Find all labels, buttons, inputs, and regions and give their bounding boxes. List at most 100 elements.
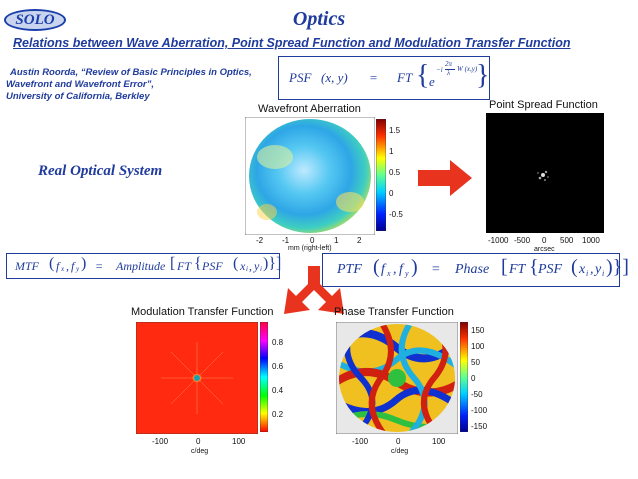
mtf-eq-brace-left: { [194,255,202,272]
psf-eq-base: e [429,74,435,89]
mtf-eq-fy-sub: y [76,265,80,273]
psf-eq-brace-left: { [416,60,430,91]
wavefront-x-label: mm (right-left) [288,245,332,252]
mtf-cbar-tick: 0.2 [272,410,284,419]
reference-line-2: Wavefront and Wavefront Error”, [6,79,154,90]
mtf-cbar-tick: 0.8 [272,338,284,347]
psf-eq-exp-sign: −i [436,66,443,74]
psf-x-tick: 1000 [582,236,600,245]
reference-line-3: University of California, Berkley [6,91,150,102]
mtf-eq-equals: = [95,259,104,273]
mtf-eq-fy: f [71,259,75,273]
ptf-eq-fx: f [381,262,385,277]
ptf-eq-yi: y [595,262,602,277]
ptf-eq-fy-sub: y [405,269,409,278]
wavefront-x-tick: -1 [282,236,290,245]
mtf-eq-yi: y [254,259,260,273]
mtf-eq-xi-sub: i [246,265,248,273]
mtf-eq-psf: PSF [202,259,223,273]
reference-citation: Austin Roorda, “Review of Basic Principl… [6,67,252,103]
psf-x-tick: -500 [514,236,531,245]
mtf-eq-bracket-left: [ [170,255,176,272]
mtf-equation-box: MTF ( f x , f y ) = Amplitude [ FT { PSF… [6,253,282,279]
mtf-map [136,322,258,434]
psf-eq-exp-den: λ [447,69,451,77]
ptf-cbar-tick: 0 [471,374,476,383]
ptf-eq-paren-left: ( [373,256,380,278]
mtf-eq-amplitude: Amplitude [116,259,166,273]
psf-map [486,113,604,233]
wavefront-x-tick: 0 [310,236,315,245]
reference-line-1: Austin Roorda, “Review of Basic Principl… [10,67,252,78]
ptf-x-label: c/deg [391,448,409,455]
psf-eq-ft: FT [397,70,413,85]
section-label: Real Optical System [38,163,163,179]
mtf-colorbar [260,322,268,432]
mtf-eq-fx-sub: x [61,265,65,273]
ptf-eq-ft: FT [509,262,526,277]
psf-x-tick: 500 [560,236,574,245]
mtf-x-tick: 100 [232,437,246,446]
mtf-cbar-tick: 0.6 [272,362,284,371]
mtf-eq-comma: , [66,259,69,273]
ptf-x-tick: 0 [396,437,401,446]
ptf-eq-brace-left: { [529,256,539,278]
ptf-cbar-tick: -100 [471,406,488,415]
psf-x-label: arcsec [534,246,555,253]
wavefront-colorbar [376,119,386,231]
ptf-plot-title: Phase Transfer Function [334,306,454,318]
ptf-eq-psf: PSF [538,262,563,277]
mtf-cbar-tick: 0.4 [272,386,284,395]
ptf-cbar-tick: -50 [471,390,483,399]
psf-eq-fraction-bar [445,69,455,70]
mtf-plot-title: Modulation Transfer Function [131,306,274,318]
ptf-eq-bracket-left: [ [501,256,508,278]
mtf-eq-paren-left: ( [49,255,55,272]
ptf-eq-lhs: PTF [337,262,362,277]
psf-equation-box: PSF (x, y) = FT { e −i 2π λ W (x,y) } [278,56,490,100]
ptf-eq-xi-sub: i [586,269,589,278]
ptf-cbar-tick: -150 [471,422,488,431]
ptf-x-tick: 100 [432,437,446,446]
wavefront-cbar-tick: 1.5 [389,126,401,135]
ptf-eq-fx-sub: x [387,269,391,278]
mtf-eq-comma2: , [249,259,252,273]
mtf-eq-close: )}] [263,255,282,272]
wavefront-map [245,117,375,235]
mtf-eq-yi-sub: i [260,265,262,273]
ptf-x-tick: -100 [352,437,369,446]
mtf-x-label: c/deg [191,448,209,455]
ptf-eq-equals: = [431,262,441,277]
wavefront-plot-title: Wavefront Aberration [258,103,361,115]
mtf-x-tick: -100 [152,437,169,446]
ptf-eq-comma2: , [590,262,594,277]
mtf-x-tick: 0 [196,437,201,446]
psf-eq-args: (x, y) [321,70,348,85]
psf-x-tick: 0 [542,236,547,245]
mtf-eq-lhs: MTF [15,259,39,273]
ptf-eq-comma: , [393,262,397,277]
ptf-map [336,322,458,434]
ptf-eq-close: )}] [606,256,629,278]
psf-eq-brace-right: } [476,60,490,91]
arrow-right-icon [418,160,472,196]
wavefront-x-tick: -2 [256,236,264,245]
ptf-cbar-tick: 150 [471,326,485,335]
split-arrow-icon [284,266,344,314]
wavefront-x-tick: 2 [357,236,362,245]
mtf-eq-paren-right: ) [81,255,87,272]
ptf-eq-phase: Phase [455,262,490,277]
wavefront-x-tick: 1 [334,236,339,245]
psf-eq-lhs: PSF [289,70,312,85]
ptf-colorbar [460,322,468,432]
wavefront-cbar-tick: 0 [389,189,394,198]
ptf-eq-paren-right: ) [411,256,418,278]
ptf-cbar-tick: 50 [471,358,480,367]
psf-plot-title: Point Spread Function [489,99,598,111]
ptf-eq-paren2-left: ( [571,256,578,278]
psf-eq-exp-func: W (x,y) [457,65,478,73]
wavefront-cbar-tick: 0.5 [389,168,401,177]
ptf-eq-fy: f [399,262,403,277]
wavefront-cbar-tick: 1 [389,147,394,156]
psf-eq-exp-num: 2π [445,60,453,68]
